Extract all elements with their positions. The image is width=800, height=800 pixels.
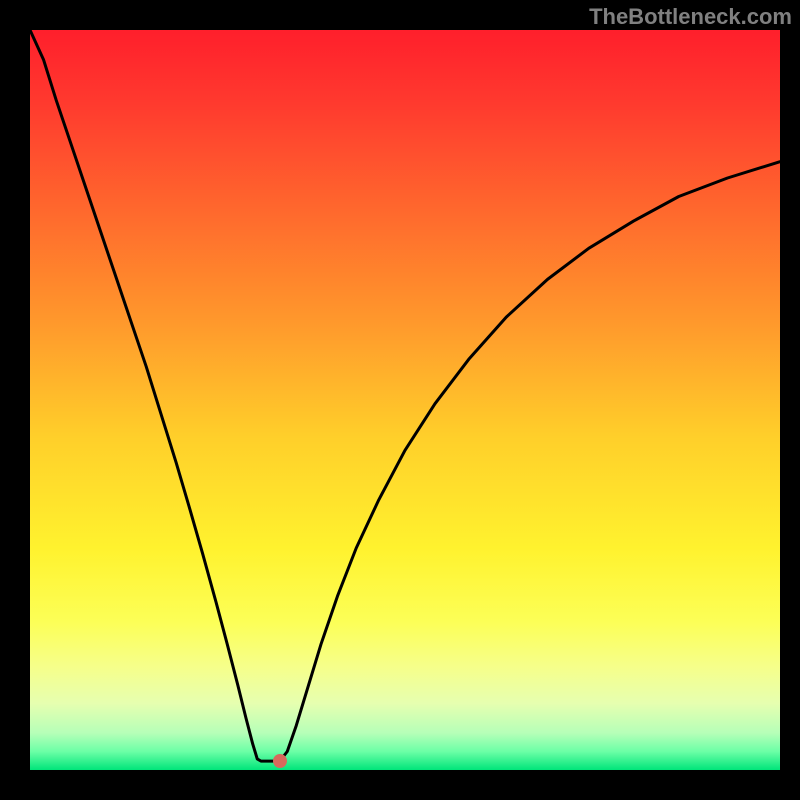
- frame-border-left: [0, 0, 30, 800]
- frame-border-right: [780, 0, 800, 800]
- plot-area: [30, 30, 780, 770]
- bottleneck-curve: [30, 30, 780, 761]
- watermark-text: TheBottleneck.com: [589, 4, 792, 30]
- optimum-marker: [273, 754, 287, 768]
- curve-svg: [30, 30, 780, 770]
- chart-frame: TheBottleneck.com: [0, 0, 800, 800]
- frame-border-bottom: [0, 770, 800, 800]
